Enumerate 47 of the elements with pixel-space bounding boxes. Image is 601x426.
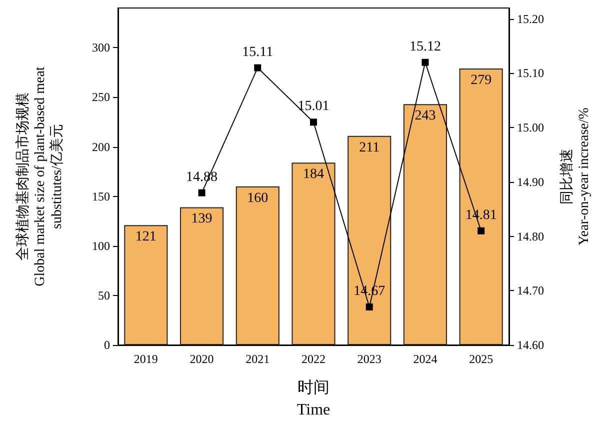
y2-tick-label: 14.60 xyxy=(517,338,544,352)
bar xyxy=(236,186,280,345)
data-label: 243 xyxy=(414,108,436,124)
data-label: 211 xyxy=(359,140,380,156)
y-tick-label: 300 xyxy=(92,40,110,55)
y2-tick-label: 14.80 xyxy=(517,229,544,244)
y2-tick-label: 14.90 xyxy=(517,174,544,189)
data-label: 184 xyxy=(303,167,324,182)
bar xyxy=(124,225,168,345)
y-axis-title: 全球植物基肉制品市场规模 Global market size of plant-based meat substitutes/亿美元 xyxy=(15,66,65,286)
x-tick-label: 2025 xyxy=(469,352,494,366)
point xyxy=(198,189,206,196)
bar xyxy=(292,162,336,345)
x-tick-label: 2021 xyxy=(246,352,270,366)
point xyxy=(478,227,485,234)
y-tick-label: 100 xyxy=(92,238,110,253)
data-label: 139 xyxy=(191,212,212,227)
bar xyxy=(403,104,447,345)
data-label: 279 xyxy=(470,72,492,88)
y2-tick-label: 15.10 xyxy=(517,66,544,80)
x-tick-label: 2024 xyxy=(413,352,438,366)
x-tick-label: 2023 xyxy=(357,352,382,366)
y2-tick-label: 15.20 xyxy=(517,12,544,26)
bar xyxy=(180,207,224,345)
y-tick-label: 0 xyxy=(104,338,110,352)
point xyxy=(310,118,317,126)
point xyxy=(366,303,373,310)
y-tick-label: 250 xyxy=(92,90,110,104)
data-label: 15.01 xyxy=(298,99,330,114)
data-label: 15.11 xyxy=(242,44,274,60)
point xyxy=(254,64,262,72)
x-tick-label: 2019 xyxy=(134,352,158,366)
bar xyxy=(459,68,503,345)
bar xyxy=(348,136,392,345)
y2-axis-title: 同比增速 Year-on-year increase/% xyxy=(559,107,592,246)
data-label: 15.12 xyxy=(409,39,441,54)
x-tick-label: 2022 xyxy=(302,352,326,366)
y-tick-label: 150 xyxy=(92,189,110,204)
data-label: 160 xyxy=(247,190,268,206)
x-axis-title: 时间 Time xyxy=(296,378,330,418)
y2-tick-label: 14.70 xyxy=(517,284,544,298)
x-tick-label: 2020 xyxy=(190,352,214,366)
y-tick-label: 50 xyxy=(98,288,110,302)
y-tick-label: 200 xyxy=(92,140,110,154)
y2-tick-label: 15.00 xyxy=(517,120,544,135)
data-label: 121 xyxy=(135,230,156,245)
point xyxy=(422,58,429,66)
